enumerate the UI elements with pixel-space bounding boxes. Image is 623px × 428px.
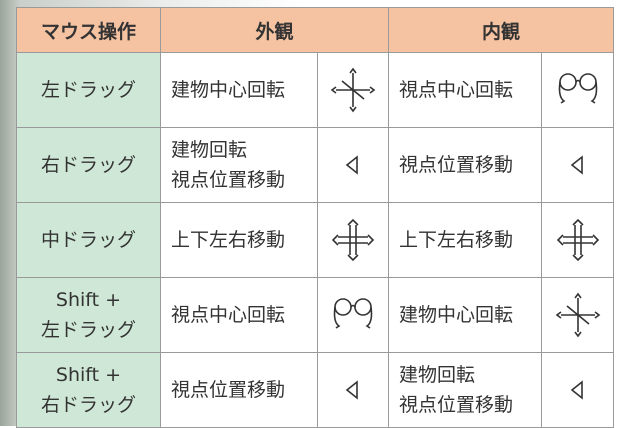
- interior-icon: [541, 202, 615, 278]
- operation-table: マウス操作 外観 内観 左ドラッグ 建物中心回転 視点中心回転 右ドラッグ 建物回転 視点…: [16, 7, 615, 428]
- interior-icon: [541, 352, 615, 428]
- icon: [331, 218, 375, 262]
- operation-cell: Shift + 右ドラッグ: [16, 352, 161, 428]
- exterior-cell: 視点中心回転: [160, 277, 318, 353]
- icon: [330, 67, 376, 113]
- icon: [345, 380, 358, 400]
- icon: [345, 155, 358, 175]
- operation-cell: 左ドラッグ: [16, 52, 161, 128]
- cell-text: 上下左右移動: [171, 229, 286, 251]
- cell-text: 視点位置移動: [399, 394, 514, 416]
- icon: [555, 292, 600, 338]
- operation-cell: 右ドラッグ: [16, 127, 161, 203]
- icon: [333, 298, 373, 329]
- exterior-icon: [316, 127, 390, 203]
- icon: [556, 218, 599, 262]
- cell-text: 上下左右移動: [399, 229, 514, 251]
- icon: [333, 304, 373, 329]
- icon: [330, 67, 376, 113]
- icon: [570, 380, 583, 400]
- cell-text: 視点位置移動: [171, 169, 286, 191]
- table-row: 右ドラッグ 建物回転 視点位置移動 視点位置移動: [16, 127, 615, 203]
- interior-cell: 上下左右移動: [388, 202, 543, 278]
- exterior-cell: 建物中心回転: [160, 52, 318, 128]
- cell-text: Shift +: [55, 289, 122, 311]
- header-row: マウス操作 外観 内観: [16, 7, 615, 53]
- icon: [578, 73, 597, 91]
- exterior-icon: [316, 352, 390, 428]
- icon: [558, 73, 577, 91]
- icon: [345, 155, 358, 175]
- header-cell: 外観: [159, 7, 390, 53]
- exterior-cell: 上下左右移動: [160, 202, 318, 278]
- table-row: Shift + 右ドラッグ 視点位置移動 建物回転 視点位置移動: [16, 352, 615, 428]
- interior-icon: [541, 52, 615, 128]
- cell-text: 建物回転: [171, 139, 248, 161]
- exterior-icon: [316, 202, 390, 278]
- cell-text: 建物中心回転: [171, 79, 286, 101]
- icon: [570, 155, 583, 175]
- cell-text: 中ドラッグ: [40, 229, 136, 251]
- interior-icon: [541, 127, 615, 203]
- header-cell: マウス操作: [16, 7, 161, 53]
- header-cell: 内観: [388, 7, 615, 53]
- cell-text: 右ドラッグ: [40, 154, 136, 176]
- exterior-icon: [316, 277, 390, 353]
- cell-text: 建物回転: [399, 364, 476, 386]
- table-row: 左ドラッグ 建物中心回転 視点中心回転: [16, 52, 615, 128]
- icon: [558, 73, 597, 104]
- icon: [555, 292, 600, 338]
- operation-cell: 中ドラッグ: [16, 202, 161, 278]
- interior-cell: 建物回転視点位置移動: [388, 352, 543, 428]
- cell-text: Shift +: [55, 364, 122, 386]
- operation-cell: Shift + 左ドラッグ: [16, 277, 161, 353]
- cell-text: 視点中心回転: [171, 304, 286, 326]
- interior-icon: [541, 277, 615, 353]
- icon: [345, 380, 358, 400]
- cell-text: 視点位置移動: [399, 154, 514, 176]
- exterior-icon: [316, 52, 390, 128]
- icon: [570, 380, 583, 400]
- cell-text: 右ドラッグ: [40, 394, 136, 416]
- icon: [331, 218, 375, 262]
- interior-cell: 視点位置移動: [388, 127, 543, 203]
- table-row: Shift + 左ドラッグ 視点中心回転 建物中心回転: [16, 277, 615, 353]
- interior-cell: 視点中心回転: [388, 52, 543, 128]
- cell-text: 建物中心回転: [399, 304, 514, 326]
- icon: [556, 218, 599, 262]
- icon: [570, 155, 583, 175]
- cell-text: 左ドラッグ: [40, 319, 136, 341]
- exterior-cell: 視点位置移動: [160, 352, 318, 428]
- icon: [558, 79, 597, 104]
- icon: [334, 298, 352, 316]
- interior-cell: 建物中心回転: [388, 277, 543, 353]
- cell-text: 左ドラッグ: [40, 79, 136, 101]
- exterior-cell: 建物回転視点位置移動: [160, 127, 318, 203]
- cell-text: 視点位置移動: [171, 379, 286, 401]
- icon: [354, 298, 372, 316]
- cell-text: 視点中心回転: [399, 79, 514, 101]
- table-row: 中ドラッグ 上下左右移動 上下左右移動: [16, 202, 615, 278]
